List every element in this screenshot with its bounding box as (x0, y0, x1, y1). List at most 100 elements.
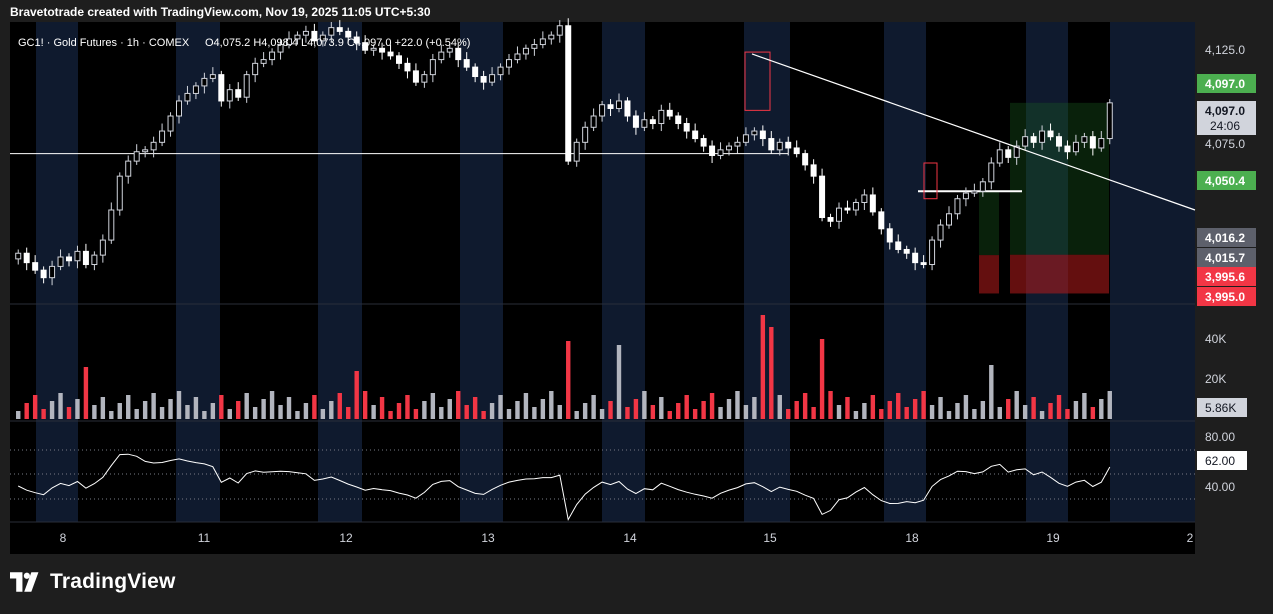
price-badge (1197, 228, 1256, 247)
price-badge-label: 3,995.6 (1205, 270, 1245, 284)
candle-body (15, 252, 22, 260)
volume-bar (599, 409, 605, 419)
candle-body (836, 207, 842, 222)
volume-bar (1073, 401, 1079, 419)
volume-bar (980, 401, 986, 419)
candle-body (353, 36, 360, 44)
candle-body (531, 44, 538, 49)
candle-body (336, 27, 343, 32)
volume-bar (252, 407, 258, 419)
candle-body (201, 77, 208, 87)
volume-bar (676, 403, 681, 419)
candlestick-series (15, 18, 1113, 286)
candle-body (57, 256, 64, 267)
candle-body (260, 59, 267, 64)
candle-body (607, 104, 614, 109)
highlight-box (923, 162, 938, 200)
candle-body (489, 74, 496, 83)
volume-bar (388, 411, 393, 419)
time-tick-label: 8 (60, 531, 67, 545)
candle-body (40, 269, 47, 279)
volume-bar (244, 393, 249, 419)
candle-body (446, 47, 453, 53)
volume-bar (405, 395, 410, 419)
volume-bar (142, 401, 148, 419)
volume-bar (430, 393, 436, 419)
rsi-axis: 80.00 40.00 62.00 (1197, 430, 1247, 494)
volume-bar (185, 405, 190, 419)
volume-bar (574, 411, 579, 419)
candle-body (192, 85, 199, 94)
volume-bar (58, 393, 63, 419)
session-shade (602, 22, 645, 522)
volume-bar (1039, 411, 1045, 419)
volume-bar (92, 405, 97, 419)
volume-bar (75, 399, 80, 419)
price-badge-label: 4,050.4 (1205, 174, 1245, 188)
candle-body (328, 27, 335, 36)
candle-body (810, 164, 817, 177)
drawings-front (751, 53, 1196, 211)
volume-bar (1107, 391, 1112, 419)
time-tick-label: 18 (905, 531, 919, 545)
volume-bar (24, 403, 29, 419)
volume-bar (210, 403, 216, 419)
candle-body (582, 126, 589, 143)
candle-body (472, 66, 479, 78)
time-tick-label: 2 (1187, 531, 1194, 545)
candle-body (396, 55, 402, 64)
volume-bar (1048, 403, 1053, 419)
candle-body (793, 147, 800, 155)
volume-bar (134, 409, 139, 419)
candle-body (319, 34, 326, 42)
price-tick-label: 4,075.0 (1205, 137, 1245, 151)
volume-bar (320, 409, 326, 419)
volume-bar (523, 393, 529, 419)
candle-body (539, 38, 546, 46)
time-tick-label: 15 (763, 531, 777, 545)
price-badge (1197, 287, 1256, 306)
volume-bar (836, 405, 842, 419)
candle-body (379, 47, 386, 53)
volume-bar (439, 407, 444, 419)
candle-body (726, 145, 732, 151)
candle-body (133, 151, 140, 162)
price-badge (1197, 74, 1256, 93)
long-position-stop-zone (1010, 254, 1109, 294)
candle-body (311, 30, 318, 42)
legend-symbol: GC1! · Gold Futures · 1h · COMEX (18, 37, 190, 49)
candle-body (66, 256, 72, 262)
volume-bar (489, 403, 495, 419)
time-tick-label: 12 (339, 531, 353, 545)
volume-bar (515, 401, 520, 419)
volume-bar (16, 411, 21, 419)
candle-body (159, 130, 166, 143)
volume-bar (159, 407, 165, 419)
countdown-label: 24:06 (1210, 119, 1240, 133)
candle-body (294, 34, 301, 40)
candle-body (497, 66, 504, 76)
volume-bar (777, 395, 782, 419)
tradingview-logo-icon (10, 572, 39, 592)
candle-body (99, 239, 106, 256)
volume-bar (701, 401, 706, 419)
candle-body (878, 211, 885, 230)
candle-body (988, 162, 995, 183)
volume-axis: 40K 20K 5.86K (1197, 332, 1247, 417)
volume-bar (972, 409, 977, 419)
candle-body (869, 194, 876, 213)
time-tick-label: 19 (1046, 531, 1060, 545)
price-badge-label: 4,015.7 (1205, 251, 1245, 265)
candle-body (641, 119, 648, 128)
candle-body (1064, 145, 1071, 153)
volume-tick-label: 40K (1205, 332, 1226, 346)
volume-bar (337, 393, 342, 419)
volume-bar (811, 407, 816, 419)
volume-bar (151, 393, 156, 419)
volume-bar (49, 401, 55, 419)
volume-bar (219, 395, 224, 419)
volume-bar (1099, 399, 1104, 419)
candle-body (235, 89, 242, 98)
time-tick-label: 13 (481, 531, 495, 545)
